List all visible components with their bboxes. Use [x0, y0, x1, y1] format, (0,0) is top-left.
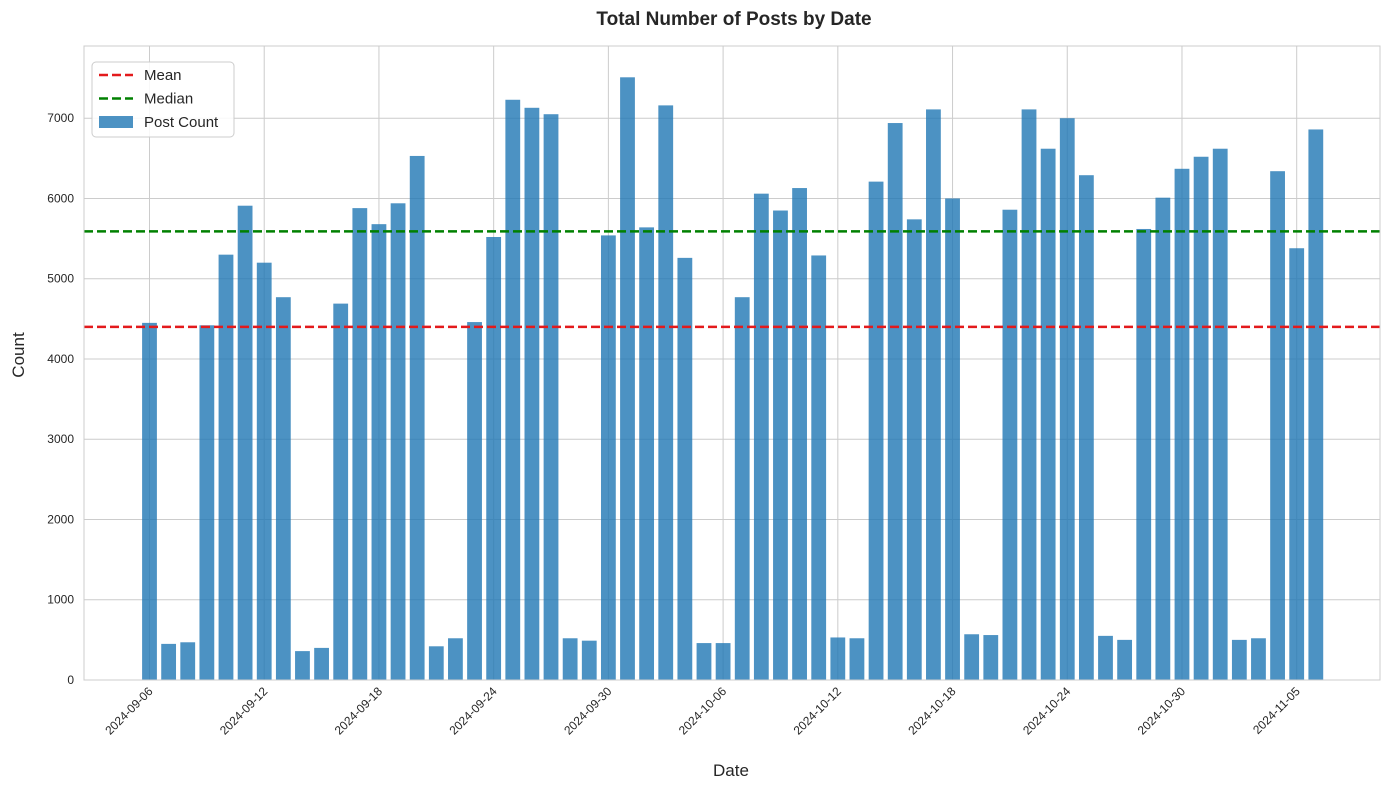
bar — [142, 322, 157, 680]
bar — [849, 638, 865, 680]
legend-bar-swatch — [99, 116, 133, 128]
bar — [314, 647, 329, 680]
bar — [581, 640, 597, 680]
bar — [1136, 228, 1152, 680]
bar — [543, 114, 559, 680]
y-tick-label: 5000 — [47, 272, 74, 286]
y-tick-label: 4000 — [47, 352, 74, 366]
plot-frame — [83, 45, 1381, 681]
x-tick-label: 2024-09-18 — [332, 684, 386, 738]
x-tick-label: 2024-09-24 — [446, 684, 500, 738]
bar — [715, 643, 731, 680]
bar — [1078, 175, 1094, 681]
y-tick-label: 1000 — [47, 593, 74, 607]
bar — [486, 237, 502, 680]
bar — [620, 77, 635, 681]
bar — [237, 205, 253, 680]
bar — [1117, 639, 1133, 680]
bar — [1212, 148, 1228, 680]
bar — [830, 637, 846, 680]
chart-title: Total Number of Posts by Date — [596, 9, 871, 30]
x-tick-label: 2024-10-24 — [1020, 684, 1074, 738]
y-tick-label: 2000 — [47, 512, 74, 526]
bar — [1308, 129, 1324, 681]
y-tick-label: 0 — [67, 673, 74, 687]
bar — [467, 322, 482, 680]
bar — [448, 638, 463, 680]
bar — [256, 262, 272, 680]
y-tick-label: 7000 — [47, 111, 74, 125]
bar — [639, 227, 655, 681]
bar — [409, 155, 425, 680]
bar — [1270, 171, 1285, 680]
bar — [218, 254, 234, 680]
x-tick-label: 2024-10-06 — [676, 684, 730, 738]
bar — [734, 297, 750, 680]
bar — [983, 635, 999, 680]
bar — [964, 634, 980, 680]
bar — [562, 638, 578, 680]
x-tick-label: 2024-10-30 — [1135, 684, 1189, 738]
bar — [428, 646, 444, 680]
x-axis-label: Date — [713, 761, 749, 780]
bar — [792, 188, 807, 680]
x-tick-label: 2024-09-06 — [102, 684, 156, 738]
legend-label: Post Count — [144, 114, 219, 131]
x-tick-label: 2024-10-18 — [905, 684, 959, 738]
bars — [142, 77, 1324, 681]
bar — [352, 208, 368, 680]
bar — [906, 219, 922, 680]
x-tick-label: 2024-10-12 — [791, 684, 845, 738]
bar — [1098, 635, 1113, 680]
bar — [773, 210, 788, 680]
bar — [1231, 639, 1247, 680]
reference-lines — [84, 230, 1380, 329]
bar — [505, 99, 521, 680]
bar — [199, 325, 215, 680]
bar — [945, 198, 960, 680]
bar — [1193, 156, 1209, 680]
bar — [295, 651, 310, 680]
bar — [696, 643, 712, 680]
bar — [1174, 168, 1190, 680]
y-tick-label: 3000 — [47, 432, 74, 446]
bar — [524, 107, 540, 681]
bar — [1021, 109, 1037, 680]
bar — [677, 257, 693, 680]
bar — [180, 642, 196, 680]
bar — [333, 303, 349, 680]
bar — [161, 643, 177, 680]
bar — [1251, 638, 1266, 680]
bar — [1155, 197, 1171, 681]
bar — [371, 224, 387, 680]
legend: Mean Median Post Count — [91, 61, 235, 138]
y-tick-label: 6000 — [47, 191, 74, 205]
legend-label: Median — [144, 91, 193, 108]
bar — [1059, 118, 1075, 681]
tick-labels: 0 1000 2000 3000 4000 5000 6000 7000 2024-09-06 2… — [47, 111, 1303, 737]
bar — [753, 193, 769, 680]
bar — [1289, 248, 1305, 680]
y-axis-label: Count — [9, 332, 28, 378]
x-tick-label: 2024-11-05 — [1250, 684, 1303, 737]
bar — [658, 105, 674, 681]
bar — [887, 123, 903, 681]
bar — [1040, 148, 1056, 680]
bar — [275, 297, 291, 680]
bar — [926, 109, 941, 680]
x-tick-label: 2024-09-30 — [561, 684, 615, 738]
bar — [390, 203, 406, 680]
bar — [811, 255, 827, 680]
bar — [868, 181, 884, 680]
bar — [600, 235, 616, 680]
bar — [1002, 209, 1018, 680]
legend-label: Mean — [144, 67, 182, 84]
x-tick-label: 2024-09-12 — [217, 684, 271, 738]
